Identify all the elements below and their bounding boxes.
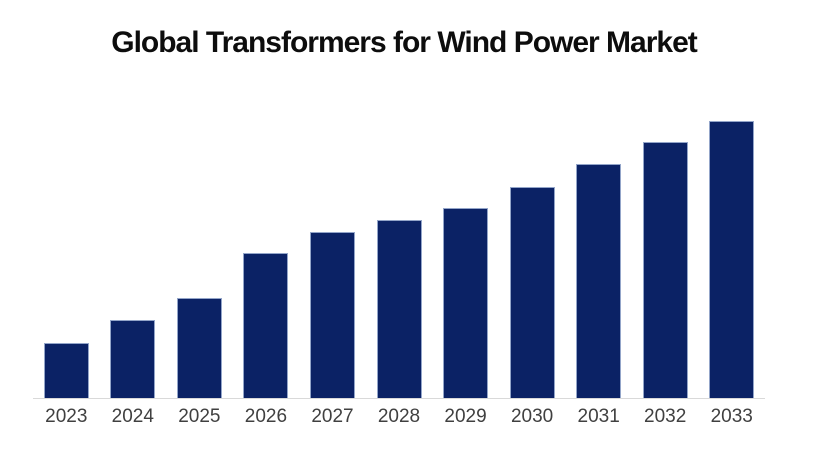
bar-slot-2028 — [366, 107, 433, 398]
bar-2032 — [642, 142, 688, 398]
bar-2029 — [443, 208, 489, 398]
bar-slot-2025 — [166, 107, 233, 398]
bar-2027 — [309, 232, 355, 398]
bar-2028 — [376, 220, 422, 398]
bar-2033 — [709, 121, 755, 398]
x-axis-label-2033: 2033 — [710, 406, 753, 427]
bar-slot-2030 — [499, 107, 566, 398]
bar-2031 — [576, 164, 622, 398]
bar-2030 — [509, 187, 555, 398]
bar-2024 — [110, 320, 156, 398]
bar-slot-2024 — [100, 107, 167, 398]
x-axis-label-2032: 2032 — [644, 406, 687, 427]
bar-2026 — [243, 253, 289, 398]
bar-slot-2027 — [299, 107, 366, 398]
bar-slot-2029 — [432, 107, 499, 398]
bar-slot-2031 — [565, 107, 632, 398]
bar-slot-2023 — [33, 107, 100, 398]
bars-container — [33, 107, 765, 398]
bar-2025 — [176, 298, 222, 398]
x-axis-label-2028: 2028 — [377, 406, 421, 427]
bar-slot-2026 — [233, 107, 300, 398]
bar-slot-2033 — [698, 107, 765, 398]
plot-area — [33, 107, 765, 399]
x-axis-label-2029: 2029 — [444, 406, 487, 427]
x-axis-label-2023: 2023 — [45, 406, 88, 427]
x-axis-label-2025: 2025 — [178, 406, 221, 427]
x-axis-label-2027: 2027 — [311, 406, 354, 427]
bar-slot-2032 — [632, 107, 699, 398]
x-axis-label-2031: 2031 — [577, 406, 620, 427]
bar-2023 — [43, 343, 89, 398]
x-axis-label-2030: 2030 — [510, 406, 554, 427]
x-axis-labels: 2023 2024 2025 2026 2027 2028 2029 2030 2031 2032… — [33, 406, 765, 428]
x-axis-label-2024: 2024 — [111, 406, 154, 427]
chart-title: Global Transformers for Wind Power Marke… — [111, 26, 698, 59]
x-axis-label-2026: 2026 — [244, 406, 288, 427]
